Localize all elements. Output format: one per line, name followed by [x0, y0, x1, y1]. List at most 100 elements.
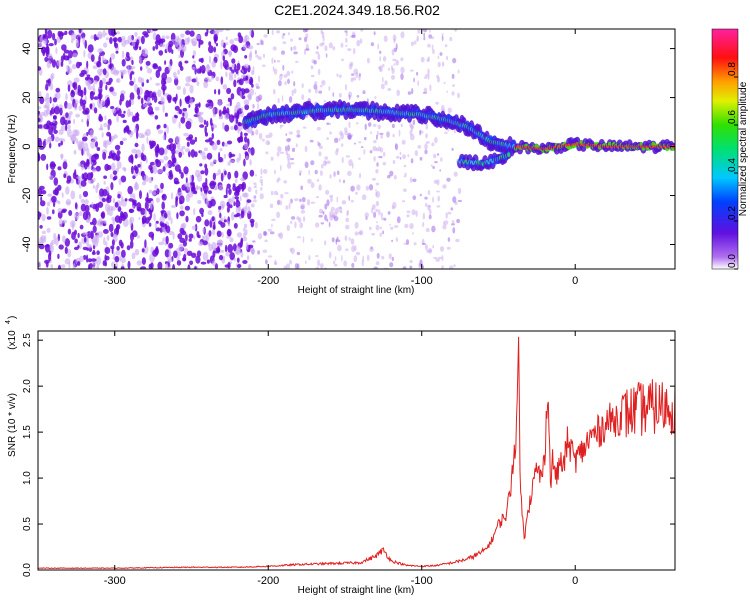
noise-speckle [70, 134, 76, 141]
noise-speckle [156, 143, 160, 153]
y-tick-label: 1.5 [22, 425, 33, 439]
noise-speckle [204, 219, 210, 227]
noise-speckle [71, 64, 77, 70]
noise-speckle [78, 194, 82, 200]
noise-speckle [219, 212, 222, 219]
noise-speckle [148, 216, 152, 221]
noise-speckle [80, 180, 87, 187]
faint-speckle [417, 145, 422, 149]
faint-speckle [252, 240, 256, 243]
noise-speckle [93, 136, 98, 142]
noise-speckle [127, 64, 130, 74]
noise-speckle [145, 65, 149, 69]
faint-speckle [350, 185, 355, 192]
noise-speckle [86, 60, 89, 69]
noise-speckle [168, 138, 174, 144]
faint-speckle [302, 126, 307, 129]
noise-speckle [53, 129, 58, 134]
faint-speckle [411, 209, 416, 216]
noise-speckle [234, 73, 237, 79]
faint-speckle [442, 224, 447, 230]
faint-speckle [262, 138, 265, 142]
noise-speckle [121, 36, 126, 40]
noise-speckle [218, 184, 224, 192]
noise-speckle [39, 112, 46, 117]
noise-speckle [67, 128, 72, 138]
faint-speckle [348, 159, 353, 167]
faint-speckle [286, 224, 290, 232]
noise-speckle [176, 142, 181, 150]
noise-speckle [140, 152, 145, 161]
noise-speckle [131, 60, 134, 65]
faint-speckle [449, 36, 453, 42]
noise-speckle [168, 250, 172, 257]
noise-speckle [195, 34, 202, 40]
noise-speckle [130, 154, 134, 161]
faint-speckle [290, 162, 295, 165]
faint-speckle [287, 144, 290, 152]
snr-x-axis-label: Height of straight line (km) [298, 585, 415, 596]
faint-speckle [278, 80, 282, 87]
noise-speckle [54, 93, 58, 99]
noise-speckle [244, 223, 248, 229]
noise-speckle [245, 242, 249, 250]
snr-y-axis-label: SNR (10 * v/v) [7, 393, 18, 457]
noise-speckle [144, 131, 148, 136]
noise-speckle [98, 72, 102, 77]
noise-speckle [236, 257, 240, 263]
faint-speckle [310, 201, 316, 204]
noise-speckle [206, 63, 210, 70]
faint-speckle [338, 179, 341, 183]
noise-speckle [87, 166, 91, 170]
faint-speckle [254, 221, 258, 229]
noise-speckle [96, 147, 101, 151]
noise-speckle [170, 192, 174, 200]
noise-speckle [107, 205, 114, 211]
y-tick-label: 40 [21, 42, 33, 54]
noise-speckle [168, 242, 174, 249]
noise-speckle [174, 76, 179, 80]
noise-speckle [237, 127, 240, 134]
faint-speckle [452, 84, 455, 88]
faint-speckle [325, 189, 330, 195]
noise-speckle [164, 223, 168, 230]
noise-speckle [250, 147, 255, 156]
noise-speckle [197, 199, 202, 205]
faint-speckle [432, 49, 435, 55]
noise-speckle [164, 60, 167, 65]
faint-speckle [344, 30, 348, 33]
noise-speckle [46, 163, 49, 171]
faint-speckle [255, 189, 258, 195]
faint-speckle [253, 195, 257, 199]
faint-speckle [438, 256, 442, 259]
faint-speckle [391, 49, 395, 56]
noise-speckle [43, 38, 48, 45]
noise-speckle [236, 101, 241, 110]
noise-speckle [89, 129, 94, 138]
faint-speckle [446, 177, 451, 182]
faint-speckle [253, 199, 257, 203]
faint-speckle [329, 214, 334, 221]
faint-speckle [261, 40, 264, 46]
noise-speckle [244, 136, 248, 143]
noise-speckle [179, 98, 182, 107]
faint-speckle [321, 42, 325, 45]
noise-speckle [242, 43, 248, 50]
colorbar-tick-label: 0.4 [727, 158, 738, 172]
noise-speckle [44, 97, 47, 102]
noise-speckle [101, 211, 106, 219]
noise-speckle [105, 241, 108, 247]
faint-speckle [383, 151, 386, 157]
noise-speckle [245, 229, 248, 236]
faint-speckle [348, 121, 351, 129]
faint-speckle [371, 232, 376, 236]
noise-speckle [193, 235, 196, 240]
noise-speckle [39, 146, 45, 150]
noise-speckle [71, 32, 77, 41]
noise-speckle [227, 244, 234, 253]
noise-speckle [243, 227, 246, 232]
noise-speckle [185, 83, 191, 87]
noise-speckle [82, 172, 89, 181]
faint-speckle [382, 56, 387, 62]
noise-speckle [107, 123, 111, 131]
